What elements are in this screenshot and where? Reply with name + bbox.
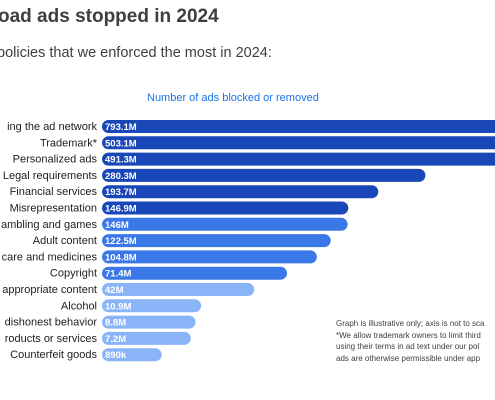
bar [102,331,191,345]
category-label: care and medicines [2,251,98,263]
bar-value-label: 7.2M [105,334,126,345]
category-label: appropriate content [2,284,97,296]
bar [102,185,379,199]
bar [102,168,426,182]
bar-value-label: 280.3M [105,171,137,182]
bar [102,266,288,280]
bar-value-label: 42M [105,285,124,296]
bar-value-label: 10.9M [105,301,131,312]
chart-footnote: Graph is illustrative only; axis is not … [336,318,495,364]
bar-value-label: 71.4M [105,269,131,280]
category-label: Adult content [33,235,97,247]
intro-text: policies that we enforced the most in 20… [0,45,272,61]
bar-value-label: 193.7M [105,187,137,198]
bar [102,348,162,362]
category-label: Copyright [50,268,97,280]
category-label: Alcohol [61,300,97,312]
footnote-line: ads are otherwise permissible under app [336,353,481,363]
bar-value-label: 503.1M [105,138,137,149]
bar-value-label: 146M [105,220,129,231]
bar [102,299,202,313]
bar-value-label: 8.8M [105,318,126,329]
category-label: ing the ad network [7,121,97,133]
bar [102,136,495,150]
category-label: Financial services [10,186,98,198]
chart-title: Number of ads blocked or removed [147,92,319,104]
bar-value-label: 104.8M [105,252,137,263]
bar [102,283,255,296]
footnote-line: using their terms in ad text under our p… [336,342,480,351]
category-label: Legal requirements [3,170,98,182]
page-heading: oad ads stopped in 2024 [0,6,219,27]
bar-value-label: 890k [105,350,127,361]
bar [102,250,317,264]
bar [102,234,331,248]
footnote-line: *We allow trademark owners to limit thir… [336,330,481,340]
bar [102,201,349,215]
category-label: ambling and games [1,219,98,231]
footnote-line: Graph is illustrative only; axis is not … [336,319,485,328]
category-label: Personalized ads [13,154,98,166]
category-label: Trademark* [40,137,98,149]
category-label: roducts or services [5,333,98,345]
bar [102,152,495,166]
category-label: dishonest behavior [5,317,98,329]
bar-value-label: 793.1M [105,122,137,133]
category-label: Misrepresentation [10,203,97,215]
bar [102,120,495,133]
bar-value-label: 491.3M [105,155,137,166]
bar [102,217,348,231]
category-label: Counterfeit goods [10,349,97,361]
bar-value-label: 122.5M [105,236,137,247]
bar-value-label: 146.9M [105,204,137,215]
bar [102,315,196,329]
